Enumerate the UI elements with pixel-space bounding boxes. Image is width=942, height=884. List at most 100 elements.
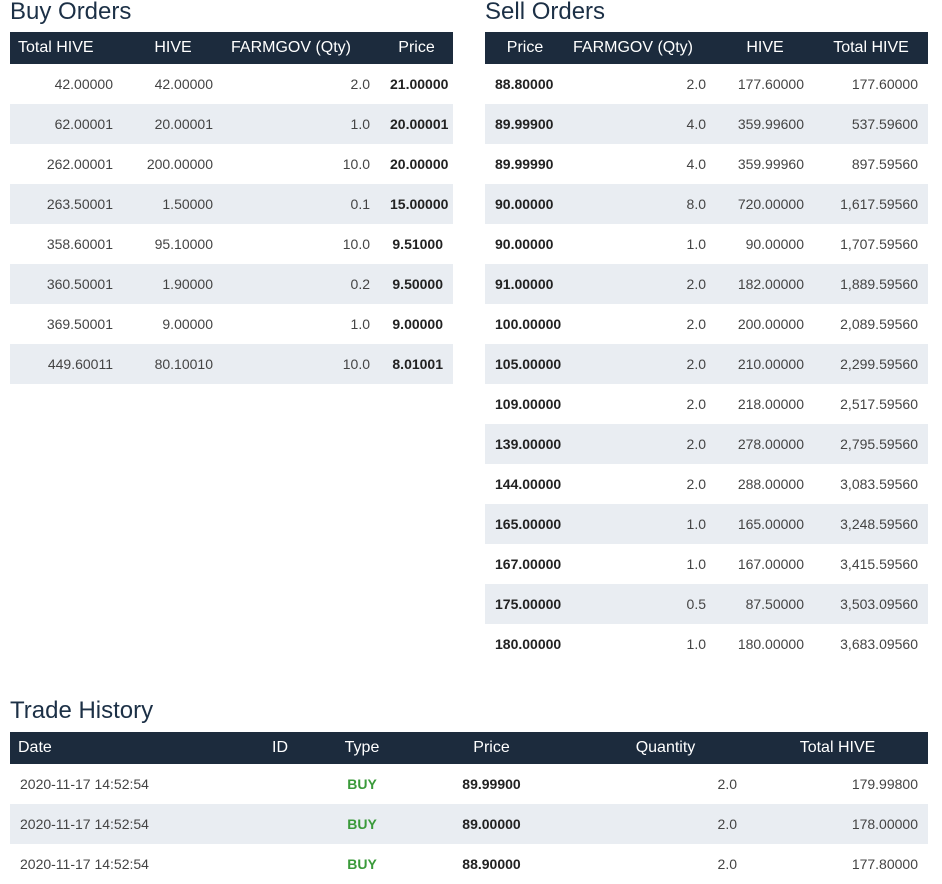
buy-total-hive-cell: 42.00000 bbox=[54, 76, 113, 92]
buy-order-row[interactable]: 262.00001 200.00000 10.0 20.00000 bbox=[10, 144, 453, 184]
buy-price-cell: 8.01001 bbox=[380, 344, 453, 384]
trade-header-date[interactable]: Date bbox=[10, 732, 235, 764]
buy-order-row[interactable]: 263.50001 1.50000 0.1 15.00000 bbox=[10, 184, 453, 224]
sell-qty-cell: 2.0 bbox=[686, 396, 706, 412]
buy-order-row[interactable]: 358.60001 95.10000 10.0 9.51000 bbox=[10, 224, 453, 264]
sell-qty-cell: 1.0 bbox=[565, 504, 716, 544]
buy-hive-cell: 20.00001 bbox=[123, 104, 223, 144]
trade-header-type[interactable]: Type bbox=[325, 732, 399, 764]
sell-header-total-hive[interactable]: Total HIVE bbox=[814, 32, 928, 64]
sell-order-row[interactable]: 88.80000 2.0 177.60000 177.60000 bbox=[485, 64, 928, 104]
sell-order-row[interactable]: 175.00000 0.5 87.50000 3,503.09560 bbox=[485, 584, 928, 624]
sell-qty-cell: 1.0 bbox=[686, 636, 706, 652]
trade-history-header-row: Date ID Type Price Quantity Total HIVE bbox=[10, 732, 928, 764]
trade-row[interactable]: 2020-11-17 14:52:54 BUY 88.90000 2.0 177.800… bbox=[10, 844, 928, 884]
sell-order-row[interactable]: 105.00000 2.0 210.00000 2,299.59560 bbox=[485, 344, 928, 384]
sell-hive-cell: 165.00000 bbox=[716, 504, 814, 544]
sell-order-row[interactable]: 90.00000 1.0 90.00000 1,707.59560 bbox=[485, 224, 928, 264]
trade-header-id[interactable]: ID bbox=[235, 732, 325, 764]
sell-hive-cell: 218.00000 bbox=[737, 396, 804, 412]
sell-hive-cell: 200.00000 bbox=[737, 316, 804, 332]
trade-row[interactable]: 2020-11-17 14:52:54 BUY 89.99900 2.0 179.998… bbox=[10, 764, 928, 804]
buy-total-hive-cell: 62.00001 bbox=[10, 104, 123, 144]
sell-price-cell: 91.00000 bbox=[485, 264, 565, 304]
buy-header-price[interactable]: Price bbox=[380, 32, 453, 64]
sell-total-hive-cell: 1,617.59560 bbox=[814, 184, 928, 224]
sell-qty-cell: 2.0 bbox=[686, 316, 706, 332]
sell-price-cell: 175.00000 bbox=[485, 584, 565, 624]
sell-order-row[interactable]: 165.00000 1.0 165.00000 3,248.59560 bbox=[485, 504, 928, 544]
buy-header-total-hive[interactable]: Total HIVE bbox=[10, 32, 123, 64]
sell-total-hive-cell: 3,415.59560 bbox=[840, 556, 918, 572]
buy-order-row[interactable]: 62.00001 20.00001 1.0 20.00001 bbox=[10, 104, 453, 144]
sell-price-cell: 89.99900 bbox=[485, 104, 565, 144]
sell-order-row[interactable]: 89.99990 4.0 359.99960 897.59560 bbox=[485, 144, 928, 184]
sell-order-row[interactable]: 91.00000 2.0 182.00000 1,889.59560 bbox=[485, 264, 928, 304]
buy-header-qty[interactable]: FARMGOV (Qty) bbox=[223, 32, 380, 64]
buy-orders-title: Buy Orders bbox=[10, 0, 132, 25]
buy-price-cell: 21.00000 bbox=[390, 76, 449, 92]
sell-header-qty[interactable]: FARMGOV (Qty) bbox=[565, 32, 716, 64]
sell-order-row[interactable]: 100.00000 2.0 200.00000 2,089.59560 bbox=[485, 304, 928, 344]
trade-price-cell: 89.99900 bbox=[462, 776, 521, 792]
sell-total-hive-cell: 177.60000 bbox=[851, 76, 918, 92]
buy-hive-cell: 42.00000 bbox=[154, 76, 213, 92]
trade-header-quantity[interactable]: Quantity bbox=[584, 732, 747, 764]
sell-price-cell: 100.00000 bbox=[495, 316, 562, 332]
sell-hive-cell: 180.00000 bbox=[737, 636, 804, 652]
buy-header-hive[interactable]: HIVE bbox=[123, 32, 223, 64]
buy-total-hive-cell: 360.50001 bbox=[10, 264, 123, 304]
buy-qty-cell: 10.0 bbox=[223, 344, 380, 384]
sell-order-row[interactable]: 180.00000 1.0 180.00000 3,683.09560 bbox=[485, 624, 928, 664]
buy-hive-cell: 80.10010 bbox=[123, 344, 223, 384]
sell-total-hive-cell: 2,517.59560 bbox=[840, 396, 918, 412]
sell-hive-cell: 720.00000 bbox=[716, 184, 814, 224]
buy-order-row[interactable]: 449.60011 80.10010 10.0 8.01001 bbox=[10, 344, 453, 384]
buy-qty-cell: 1.0 bbox=[223, 104, 380, 144]
sell-order-row[interactable]: 139.00000 2.0 278.00000 2,795.59560 bbox=[485, 424, 928, 464]
sell-hive-cell: 87.50000 bbox=[716, 584, 814, 624]
trade-header-total-hive[interactable]: Total HIVE bbox=[747, 732, 928, 764]
buy-price-cell: 9.50000 bbox=[380, 264, 453, 304]
buy-qty-cell: 0.2 bbox=[223, 264, 380, 304]
sell-order-row[interactable]: 90.00000 8.0 720.00000 1,617.59560 bbox=[485, 184, 928, 224]
trade-id-cell bbox=[235, 764, 325, 804]
sell-header-hive[interactable]: HIVE bbox=[716, 32, 814, 64]
buy-qty-cell: 10.0 bbox=[342, 156, 370, 172]
trade-header-price[interactable]: Price bbox=[399, 732, 584, 764]
sell-hive-cell: 359.99960 bbox=[737, 156, 804, 172]
sell-total-hive-cell: 897.59560 bbox=[851, 156, 918, 172]
buy-order-row[interactable]: 369.50001 9.00000 1.0 9.00000 bbox=[10, 304, 453, 344]
buy-price-cell: 9.51000 bbox=[392, 236, 443, 252]
buy-price-cell: 20.00000 bbox=[390, 156, 449, 172]
sell-total-hive-cell: 1,707.59560 bbox=[840, 236, 918, 252]
sell-hive-cell: 278.00000 bbox=[716, 424, 814, 464]
sell-order-row[interactable]: 144.00000 2.0 288.00000 3,083.59560 bbox=[485, 464, 928, 504]
buy-order-row[interactable]: 360.50001 1.90000 0.2 9.50000 bbox=[10, 264, 453, 304]
sell-qty-cell: 4.0 bbox=[565, 104, 716, 144]
trade-price-cell: 89.00000 bbox=[399, 804, 584, 844]
sell-order-row[interactable]: 167.00000 1.0 167.00000 3,415.59560 bbox=[485, 544, 928, 584]
sell-qty-cell: 1.0 bbox=[686, 236, 706, 252]
buy-total-hive-cell: 262.00001 bbox=[46, 156, 113, 172]
sell-order-row[interactable]: 109.00000 2.0 218.00000 2,517.59560 bbox=[485, 384, 928, 424]
buy-order-row[interactable]: 42.00000 42.00000 2.0 21.00000 bbox=[10, 64, 453, 104]
buy-hive-cell: 9.00000 bbox=[162, 316, 213, 332]
sell-price-cell: 89.99990 bbox=[495, 156, 554, 172]
trade-total-hive-cell: 179.99800 bbox=[851, 776, 918, 792]
sell-header-price[interactable]: Price bbox=[485, 32, 565, 64]
buy-hive-cell: 1.50000 bbox=[123, 184, 223, 224]
buy-total-hive-cell: 369.50001 bbox=[46, 316, 113, 332]
trade-row[interactable]: 2020-11-17 14:52:54 BUY 89.00000 2.0 178.000… bbox=[10, 804, 928, 844]
sell-total-hive-cell: 2,795.59560 bbox=[814, 424, 928, 464]
sell-price-cell: 105.00000 bbox=[485, 344, 565, 384]
sell-order-row[interactable]: 89.99900 4.0 359.99600 537.59600 bbox=[485, 104, 928, 144]
sell-qty-cell: 2.0 bbox=[565, 264, 716, 304]
sell-total-hive-cell: 3,248.59560 bbox=[814, 504, 928, 544]
buy-price-cell: 9.00000 bbox=[392, 316, 443, 332]
sell-qty-cell: 4.0 bbox=[686, 156, 706, 172]
sell-qty-cell: 2.0 bbox=[565, 424, 716, 464]
trade-type-cell: BUY bbox=[347, 856, 377, 872]
sell-price-cell: 167.00000 bbox=[495, 556, 562, 572]
sell-price-cell: 90.00000 bbox=[495, 236, 554, 252]
